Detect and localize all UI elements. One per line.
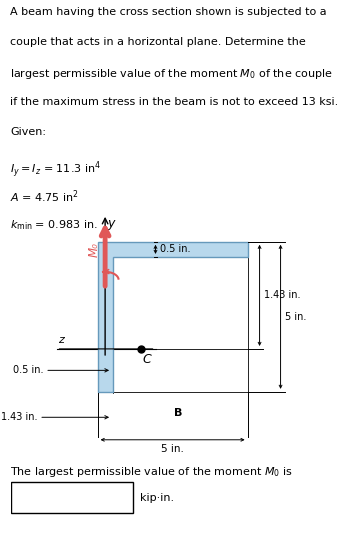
Text: $A$ = 4.75 in$^2$: $A$ = 4.75 in$^2$: [10, 189, 79, 205]
Text: 1.43 in.: 1.43 in.: [1, 412, 38, 422]
Text: couple that acts in a horizontal plane. Determine the: couple that acts in a horizontal plane. …: [10, 37, 306, 47]
Text: if the maximum stress in the beam is not to exceed 13 ksi.: if the maximum stress in the beam is not…: [10, 97, 339, 107]
Text: $I_y= I_z$ = 11.3 in$^4$: $I_y= I_z$ = 11.3 in$^4$: [10, 159, 102, 180]
Text: B: B: [174, 408, 183, 418]
Text: 0.5 in.: 0.5 in.: [13, 366, 44, 375]
Text: 0.5 in.: 0.5 in.: [160, 244, 190, 255]
Text: 1.43 in.: 1.43 in.: [264, 291, 301, 300]
Text: A beam having the cross section shown is subjected to a: A beam having the cross section shown is…: [10, 8, 327, 17]
Text: Given:: Given:: [10, 127, 47, 137]
Text: 5 in.: 5 in.: [161, 444, 184, 455]
Text: $k_\mathrm{min}$ = 0.983 in.: $k_\mathrm{min}$ = 0.983 in.: [10, 219, 98, 233]
Text: kip·in.: kip·in.: [140, 493, 174, 503]
Text: M₀: M₀: [88, 242, 101, 257]
Text: z: z: [58, 336, 64, 345]
Text: largest permissible value of the moment $M_0$ of the couple: largest permissible value of the moment …: [10, 67, 333, 81]
Text: 5 in.: 5 in.: [285, 312, 307, 322]
Polygon shape: [98, 242, 247, 392]
FancyBboxPatch shape: [10, 482, 133, 513]
Text: y: y: [107, 217, 115, 230]
Text: The largest permissible value of the moment $M_0$ is: The largest permissible value of the mom…: [10, 465, 293, 479]
Text: C: C: [142, 353, 151, 366]
